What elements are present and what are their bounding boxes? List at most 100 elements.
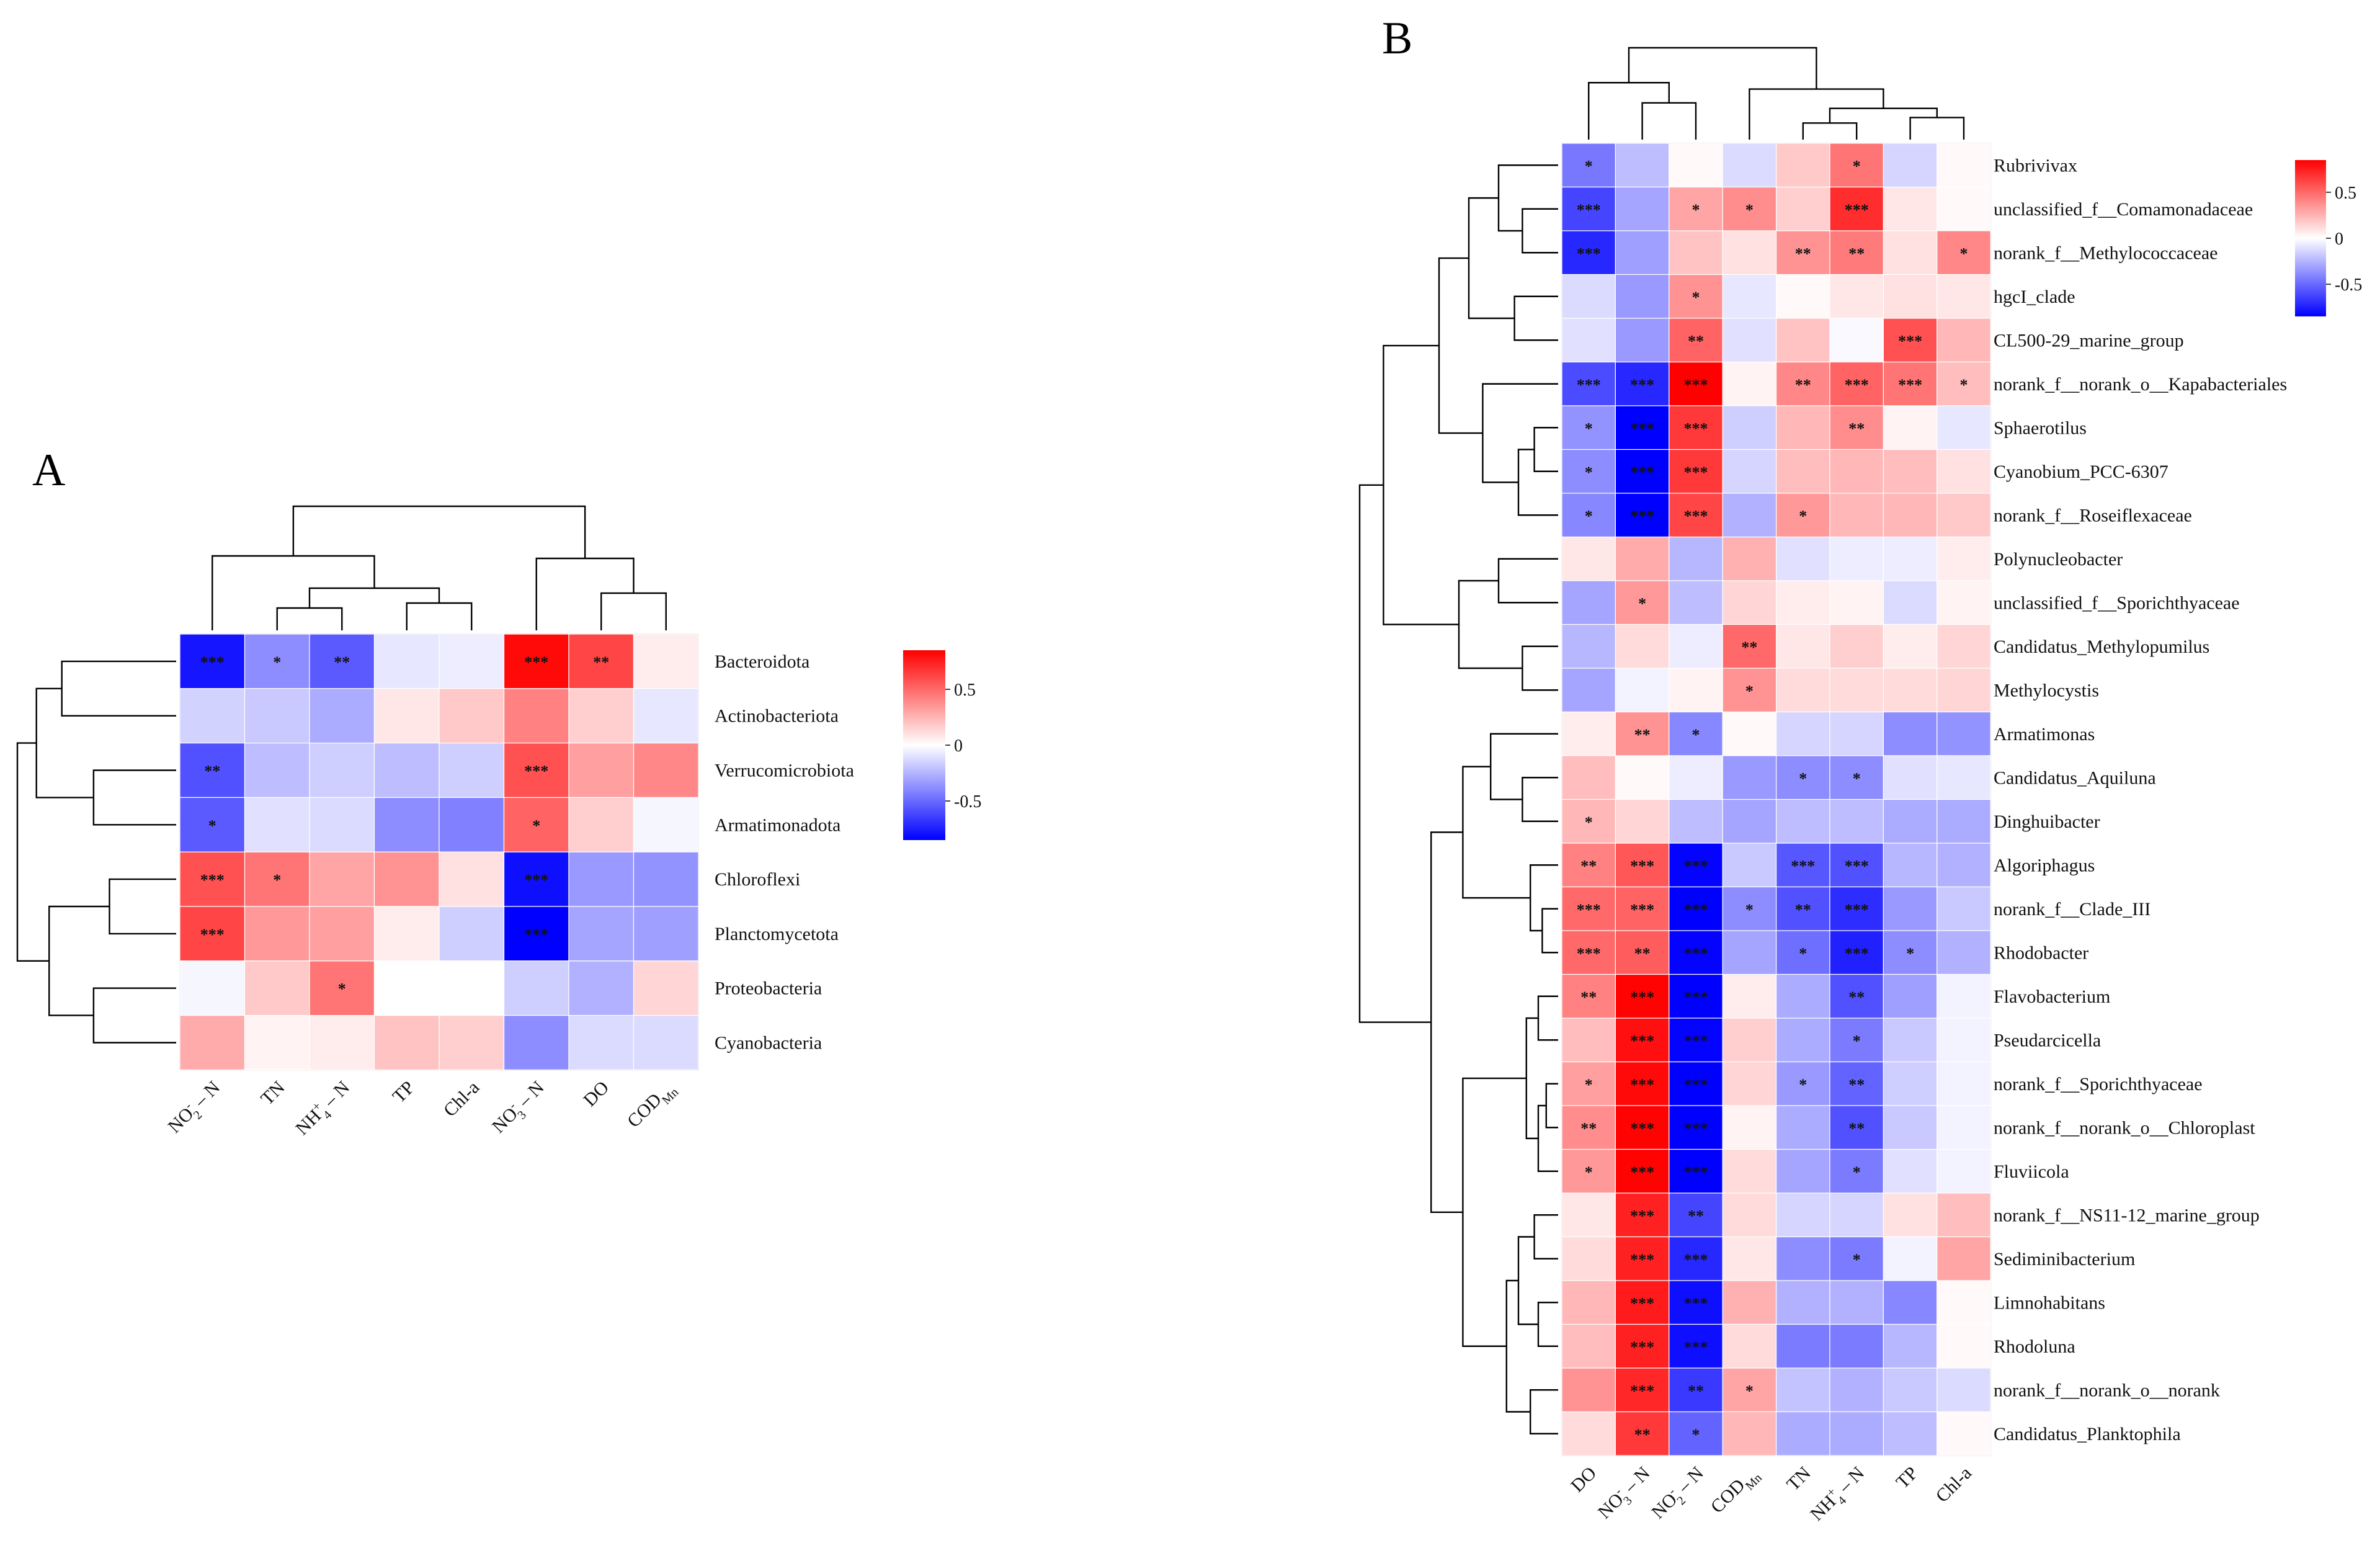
heatmap-cell-b — [1561, 755, 1616, 800]
row-dendrogram-a — [48, 905, 110, 1016]
heatmap-cell-b — [1615, 668, 1670, 713]
heatmap-cell-a — [503, 633, 569, 689]
heatmap-cell-b — [1561, 1192, 1616, 1238]
heatmap-cell-b — [1776, 668, 1830, 713]
significance-mark-b: *** — [1684, 1294, 1708, 1312]
heatmap-cell-b — [1883, 274, 1938, 319]
heatmap-cell-b — [1829, 536, 1884, 581]
heatmap-cell-b — [1883, 405, 1938, 450]
row-label-b: Sediminibacterium — [1994, 1249, 2135, 1269]
heatmap-cell-b — [1722, 1236, 1777, 1281]
heatmap-cell-a — [568, 1014, 635, 1070]
significance-mark-b: * — [1799, 1076, 1807, 1094]
row-dendrogram-a — [16, 742, 50, 962]
row-dendrogram-b — [1533, 1214, 1558, 1259]
heatmap-cell-b — [1829, 711, 1884, 756]
heatmap-cell-b — [1669, 274, 1723, 319]
significance-mark-b: *** — [1630, 1382, 1654, 1400]
heatmap-cell-b — [1883, 318, 1938, 363]
significance-mark-b: *** — [1684, 1338, 1708, 1356]
significance-mark-a: *** — [200, 653, 225, 671]
significance-mark-b: *** — [1630, 1076, 1654, 1094]
significance-mark-b: *** — [1684, 1119, 1708, 1137]
significance-mark-b: *** — [1630, 376, 1654, 394]
significance-mark-b: *** — [1684, 1076, 1708, 1094]
heatmap-cell-b — [1669, 1148, 1723, 1194]
heatmap-cell-b — [1722, 580, 1777, 625]
heatmap-cell-a — [439, 1014, 505, 1070]
heatmap-cell-b — [1937, 668, 1991, 713]
heatmap-cell-b — [1615, 1411, 1670, 1456]
significance-mark-b: * — [1745, 201, 1754, 219]
row-label-b: unclassified_f__Comamonadaceae — [1994, 199, 2253, 220]
heatmap-cell-b — [1776, 186, 1830, 231]
heatmap-cell-b — [1829, 1280, 1884, 1325]
column-label-a: DO — [579, 1077, 613, 1111]
column-label-b: NO-3 – N — [1593, 1461, 1657, 1526]
panel-a-heatmap: *** * ** *** **** **** **** * ****** ****Bacteroi… — [16, 505, 981, 1143]
heatmap-cell-a — [633, 633, 699, 689]
significance-mark-b: *** — [1630, 1119, 1654, 1137]
heatmap-cell-b — [1722, 493, 1777, 538]
heatmap-cell-b — [1722, 973, 1777, 1019]
heatmap-cell-b — [1561, 361, 1616, 406]
heatmap-cell-b — [1722, 536, 1777, 581]
row-dendrogram-b — [1482, 383, 1558, 483]
heatmap-cell-a — [373, 960, 440, 1016]
column-dendrogram-a — [308, 587, 440, 608]
heatmap-cell-b — [1615, 799, 1670, 844]
heatmap-cell-b — [1722, 799, 1777, 844]
significance-mark-b: * — [1692, 1426, 1700, 1444]
heatmap-cell-b — [1829, 843, 1884, 888]
heatmap-cell-b — [1937, 143, 1991, 188]
significance-mark-b: ** — [1688, 332, 1704, 350]
heatmap-cell-b — [1883, 1061, 1938, 1106]
row-label-a: Actinobacteriota — [715, 706, 839, 727]
row-label-b: Polynucleobacter — [1994, 549, 2123, 570]
heatmap-cell-a — [503, 688, 569, 744]
heatmap-cell-b — [1615, 1105, 1670, 1150]
heatmap-cell-b — [1937, 930, 1991, 975]
heatmap-cell-b — [1615, 1148, 1670, 1194]
column-dendrogram-b — [1802, 122, 1858, 140]
significance-mark-a: ** — [334, 653, 350, 671]
heatmap-cell-b — [1561, 580, 1616, 625]
row-dendrogram-a — [35, 687, 94, 799]
heatmap-cell-b — [1561, 1236, 1616, 1281]
significance-mark-a: *** — [200, 871, 225, 889]
significance-mark-b: *** — [1684, 901, 1708, 919]
heatmap-cell-b — [1937, 711, 1991, 756]
heatmap-cell-b — [1937, 186, 1991, 231]
heatmap-cell-a — [439, 797, 505, 852]
column-label-a: NH+4 – N — [290, 1076, 357, 1143]
row-dendrogram-b — [1468, 197, 1515, 320]
significance-mark-a: *** — [524, 871, 548, 889]
heatmap-cell-b — [1722, 186, 1777, 231]
heatmap-cell-b — [1722, 1411, 1777, 1456]
heatmap-cell-b — [1937, 843, 1991, 888]
heatmap-cell-b — [1615, 1061, 1670, 1106]
heatmap-cell-b — [1722, 886, 1777, 931]
heatmap-cell-b — [1722, 843, 1777, 888]
row-dendrogram-b — [1517, 1236, 1538, 1325]
column-dendrogram-b — [1909, 117, 1965, 140]
column-dendrogram-a — [535, 557, 635, 630]
heatmap-cell-b — [1722, 1105, 1777, 1150]
significance-mark-a: * — [273, 653, 281, 671]
heatmap-cell-b — [1776, 973, 1830, 1019]
heatmap-cell-b — [1883, 1280, 1938, 1325]
heatmap-cell-b — [1883, 1105, 1938, 1150]
heatmap-cell-b — [1615, 143, 1670, 188]
heatmap-cell-b — [1883, 536, 1938, 581]
heatmap-cell-b — [1615, 624, 1670, 669]
significance-mark-b: *** — [1898, 332, 1922, 350]
column-label-b: NH+4 – N — [1805, 1461, 1872, 1528]
row-dendrogram-b — [1490, 733, 1558, 800]
row-label-b: norank_f__NS11-12_marine_group — [1994, 1205, 2260, 1225]
heatmap-cell-b — [1883, 1236, 1938, 1281]
row-label-b: Candidatus_Planktophila — [1994, 1424, 2181, 1444]
significance-mark-a: *** — [524, 926, 548, 944]
legend-tick-label-a: -0.5 — [954, 792, 981, 812]
heatmap-cell-a — [439, 906, 505, 962]
heatmap-cell-a — [568, 742, 635, 798]
